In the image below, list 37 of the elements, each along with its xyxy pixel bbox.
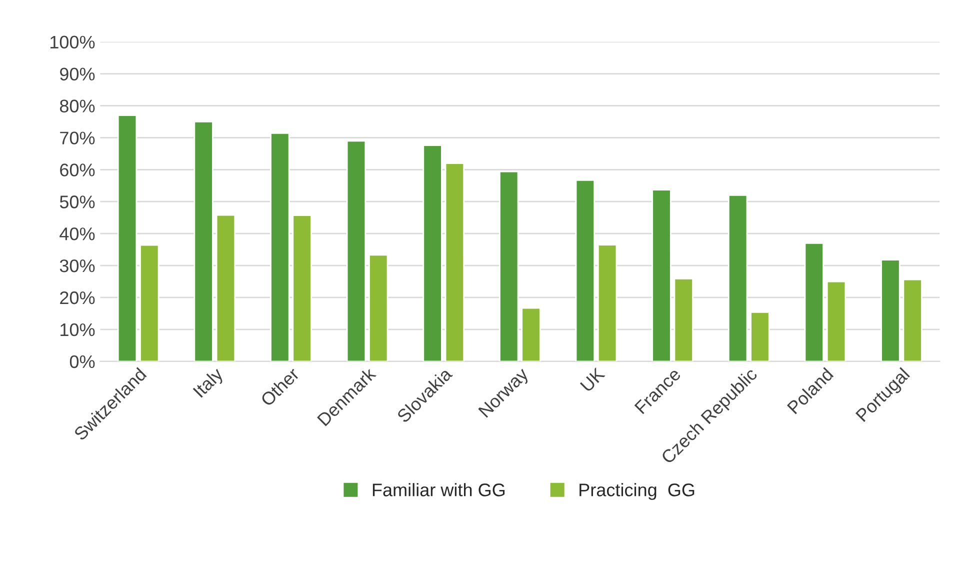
y-tick-label: 50% [60, 196, 95, 208]
bar [499, 170, 519, 362]
bar [597, 244, 618, 362]
y-tick-label: 60% [60, 164, 95, 176]
bar [422, 144, 442, 362]
bar [521, 307, 541, 362]
y-tick-label: 30% [60, 259, 95, 272]
bar [117, 114, 138, 362]
y-tick-label: 90% [60, 68, 95, 81]
legend-label: Familiar with GG [372, 483, 505, 496]
bar [194, 121, 214, 362]
bar [880, 259, 900, 362]
bar [368, 254, 388, 362]
y-tick-label: 80% [60, 100, 95, 112]
y-tick-label: 20% [60, 291, 95, 304]
bar [902, 278, 922, 362]
y-tick-label: 40% [60, 227, 95, 240]
bar [750, 311, 770, 362]
bar [346, 140, 366, 362]
bar [292, 214, 312, 362]
bar [804, 242, 824, 362]
bar [216, 214, 236, 362]
bar [826, 280, 846, 362]
bar [674, 278, 694, 362]
bar [575, 180, 596, 362]
y-tick-label: 10% [60, 323, 95, 336]
bar [140, 244, 160, 362]
y-tick-label: 0% [70, 355, 95, 368]
bar [652, 189, 672, 362]
legend-label: Practicing GG [580, 483, 694, 500]
y-tick-label: 100% [50, 36, 95, 49]
bar [728, 194, 748, 362]
x-tick-label: Italy [192, 366, 227, 400]
x-tick-label: UK [580, 366, 606, 392]
y-tick-label: 70% [60, 132, 95, 144]
bar [270, 132, 290, 362]
bar [444, 162, 465, 362]
